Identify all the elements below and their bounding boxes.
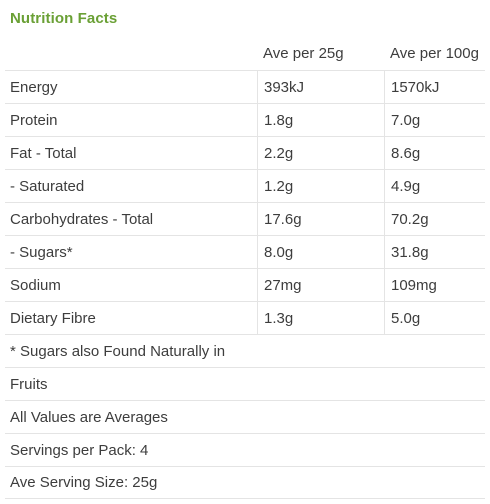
row-label: Protein — [10, 111, 58, 129]
note-text: All Values are Averages — [10, 408, 168, 426]
table-row-energy: Energy 393kJ 1570kJ — [5, 70, 485, 103]
row-value-per-25g: 1.8g — [257, 104, 384, 136]
table-row-carbohydrates: Carbohydrates - Total 17.6g 70.2g — [5, 202, 485, 235]
header-label-cell — [5, 37, 257, 70]
row-value-per-25g: 1.2g — [257, 170, 384, 202]
row-label: Carbohydrates - Total — [10, 210, 154, 228]
note-text: * Sugars also Found Naturally in — [10, 342, 226, 360]
row-value-per-25g: 27mg — [257, 269, 384, 301]
row-value-per-25g: 393kJ — [257, 71, 384, 103]
table-row-fat-total: Fat - Total 2.2g 8.6g — [5, 136, 485, 169]
row-value-per-25g: 2.2g — [257, 137, 384, 169]
table-row-sodium: Sodium 27mg 109mg — [5, 268, 485, 301]
row-label: Fat - Total — [10, 144, 77, 162]
table-row-note: All Values are Averages — [5, 400, 485, 433]
row-label: Energy — [10, 78, 58, 96]
table-row-sugars: - Sugars* 8.0g 31.8g — [5, 235, 485, 268]
row-value-per-100g: 8.6g — [384, 137, 485, 169]
row-value-per-100g: 7.0g — [384, 104, 485, 136]
row-label: - Saturated — [10, 177, 85, 195]
row-value-per-25g: 1.3g — [257, 302, 384, 334]
row-value-per-25g: 8.0g — [257, 236, 384, 268]
table-row-note: Servings per Pack: 4 — [5, 433, 485, 466]
table-row-note: * Sugars also Found Naturally in — [5, 334, 485, 367]
row-value-per-25g: 17.6g — [257, 203, 384, 235]
row-value-per-100g: 70.2g — [384, 203, 485, 235]
nutrition-table: Ave per 25g Ave per 100g Energy 393kJ 15… — [5, 37, 485, 499]
row-value-per-100g: 5.0g — [384, 302, 485, 334]
header-per-100g: Ave per 100g — [390, 45, 479, 62]
nutrition-facts-title: Nutrition Facts — [10, 10, 118, 27]
header-per-25g: Ave per 25g — [263, 45, 344, 62]
note-text: Servings per Pack: 4 — [10, 441, 149, 459]
table-row-protein: Protein 1.8g 7.0g — [5, 103, 485, 136]
row-label: - Sugars* — [10, 243, 73, 261]
row-value-per-100g: 4.9g — [384, 170, 485, 202]
table-row-note: Fruits — [5, 367, 485, 400]
note-text: Fruits — [10, 375, 48, 393]
row-label: Dietary Fibre — [10, 309, 96, 327]
table-header-row: Ave per 25g Ave per 100g — [5, 37, 485, 70]
row-label: Sodium — [10, 276, 61, 294]
row-value-per-100g: 1570kJ — [384, 71, 485, 103]
table-row-note: Ave Serving Size: 25g — [5, 466, 485, 499]
table-row-dietary-fibre: Dietary Fibre 1.3g 5.0g — [5, 301, 485, 334]
row-value-per-100g: 109mg — [384, 269, 485, 301]
row-value-per-100g: 31.8g — [384, 236, 485, 268]
table-row-saturated: - Saturated 1.2g 4.9g — [5, 169, 485, 202]
note-text: Ave Serving Size: 25g — [10, 474, 158, 491]
